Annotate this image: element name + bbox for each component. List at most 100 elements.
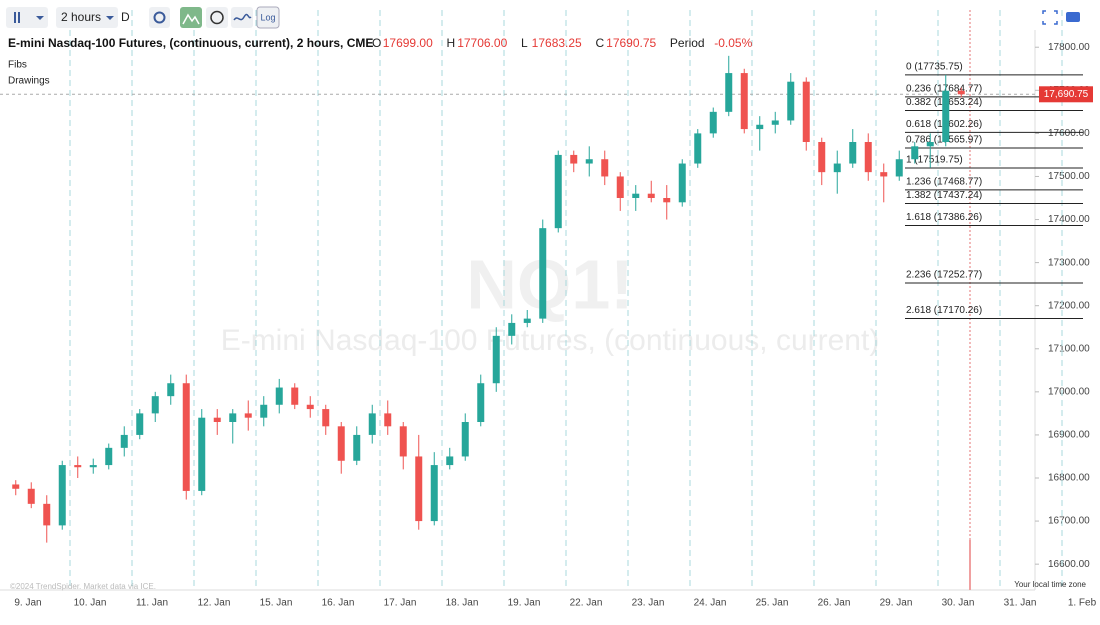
icon bbox=[233, 13, 252, 21]
ohlc-key: O bbox=[372, 36, 381, 50]
interval-button[interactable] bbox=[56, 7, 118, 28]
ohlc-key: H bbox=[446, 36, 455, 50]
candle-body bbox=[322, 409, 330, 427]
candle-body bbox=[151, 396, 159, 414]
candle-body bbox=[353, 434, 361, 461]
candle-body bbox=[477, 383, 485, 422]
candle-body bbox=[864, 142, 872, 173]
fullscreen-button[interactable] bbox=[1042, 10, 1058, 25]
x-tick-label: 30. Jan bbox=[942, 598, 975, 609]
candle-body bbox=[554, 154, 562, 229]
candle-body bbox=[523, 318, 531, 323]
candle-body bbox=[415, 456, 423, 522]
candle-body bbox=[105, 447, 113, 466]
candle-body bbox=[942, 90, 950, 142]
panel-label[interactable]: Fibs bbox=[8, 60, 27, 71]
icon bbox=[14, 12, 20, 23]
time-button[interactable] bbox=[206, 7, 228, 28]
volume-spike bbox=[969, 540, 971, 590]
y-tick-label: 16900.00 bbox=[1048, 430, 1090, 441]
candle-body bbox=[570, 154, 578, 164]
candle-body bbox=[260, 404, 268, 418]
watermark-name: E-mini Nasdaq-100 Futures, (continuous, … bbox=[221, 324, 880, 357]
y-tick-label: 17200.00 bbox=[1048, 300, 1090, 311]
candle-body bbox=[585, 159, 593, 164]
candle-body bbox=[740, 73, 748, 130]
candle-body bbox=[399, 426, 407, 457]
style-label[interactable]: D bbox=[121, 10, 130, 24]
period-label: Period bbox=[670, 36, 705, 50]
fib-label: 1.236 (17468.77) bbox=[906, 177, 982, 188]
watermark-symbol: NQ1! bbox=[466, 245, 633, 323]
fib-label: 1.382 (17437.24) bbox=[906, 190, 982, 201]
chart-type-button[interactable] bbox=[6, 7, 48, 28]
x-tick-label: 1. Feb bbox=[1068, 598, 1097, 609]
ohlc-value: 17690.75 bbox=[606, 36, 656, 50]
chart-title: E-mini Nasdaq-100 Futures, (continuous, … bbox=[8, 36, 373, 50]
x-tick-label: 25. Jan bbox=[756, 598, 789, 609]
candle-body bbox=[771, 120, 779, 125]
x-tick-label: 15. Jan bbox=[260, 598, 293, 609]
candle-body bbox=[446, 456, 454, 466]
candle-body bbox=[709, 111, 717, 134]
fib-label: 0 (17735.75) bbox=[906, 62, 963, 73]
x-tick-label: 9. Jan bbox=[14, 598, 41, 609]
candle-body bbox=[849, 142, 857, 164]
candle-body bbox=[492, 335, 500, 384]
indicator-button[interactable] bbox=[180, 7, 202, 28]
candle-body bbox=[632, 193, 640, 198]
log-label: Log bbox=[260, 12, 275, 22]
candle-body bbox=[58, 465, 66, 526]
ohlc-key: C bbox=[595, 36, 604, 50]
compare-button[interactable] bbox=[231, 7, 253, 28]
ohlc-key: L bbox=[521, 36, 528, 50]
candle-body bbox=[27, 488, 35, 504]
candle-body bbox=[694, 133, 702, 164]
candle-body bbox=[167, 383, 175, 397]
y-tick-label: 17000.00 bbox=[1048, 386, 1090, 397]
x-tick-label: 31. Jan bbox=[1004, 598, 1037, 609]
icon bbox=[36, 16, 44, 20]
log-button[interactable] bbox=[256, 6, 280, 29]
candle-body bbox=[12, 484, 20, 489]
watermark: NQ1! E-mini Nasdaq-100 Futures, (continu… bbox=[221, 245, 880, 356]
candle-body bbox=[213, 417, 221, 422]
candle-body bbox=[136, 413, 144, 435]
ohlc-value: 17706.00 bbox=[457, 36, 507, 50]
candle-body bbox=[430, 465, 438, 522]
timezone: Your local time zone bbox=[1014, 580, 1086, 589]
y-tick-label: 16800.00 bbox=[1048, 473, 1090, 484]
ohlc-value: 17683.25 bbox=[532, 36, 582, 50]
fib-label: 1 (17519.75) bbox=[906, 155, 963, 166]
fib-label: 2.618 (17170.26) bbox=[906, 305, 982, 316]
credit: ©2024 TrendSpider. Market data via ICE. bbox=[10, 582, 156, 591]
candle-body bbox=[539, 228, 547, 319]
candle-body bbox=[601, 159, 609, 177]
x-tick-label: 17. Jan bbox=[384, 598, 417, 609]
x-tick-label: 16. Jan bbox=[322, 598, 355, 609]
candle-body bbox=[911, 146, 919, 160]
candle-body bbox=[229, 413, 237, 422]
candle-body bbox=[678, 163, 686, 203]
fib-label: 0.236 (17684.77) bbox=[906, 84, 982, 95]
y-tick-label: 17300.00 bbox=[1048, 257, 1090, 268]
price-tag-label: 17,690.75 bbox=[1044, 89, 1089, 100]
ohlc: O 17699.00 H 17706.00 L 17683.25 C 17690.75 Peri… bbox=[372, 36, 753, 50]
candle-body bbox=[647, 193, 655, 198]
x-tick-label: 22. Jan bbox=[570, 598, 603, 609]
panel-label[interactable]: Drawings bbox=[8, 76, 50, 87]
candle-body bbox=[368, 413, 376, 435]
icon bbox=[210, 10, 224, 25]
y-tick-label: 16600.00 bbox=[1048, 559, 1090, 570]
candle-body bbox=[182, 383, 190, 491]
candle-body bbox=[89, 465, 97, 468]
candle-body bbox=[508, 322, 516, 336]
settings-button[interactable] bbox=[149, 7, 170, 28]
x-tick-label: 10. Jan bbox=[74, 598, 107, 609]
interval-label: 2 hours bbox=[61, 10, 101, 24]
toolbar: 2 hours D Log bbox=[6, 6, 1080, 29]
candle-body bbox=[802, 81, 810, 142]
candle-body bbox=[461, 422, 469, 457]
snapshot-button[interactable] bbox=[1066, 12, 1080, 22]
candle-body bbox=[291, 387, 299, 405]
